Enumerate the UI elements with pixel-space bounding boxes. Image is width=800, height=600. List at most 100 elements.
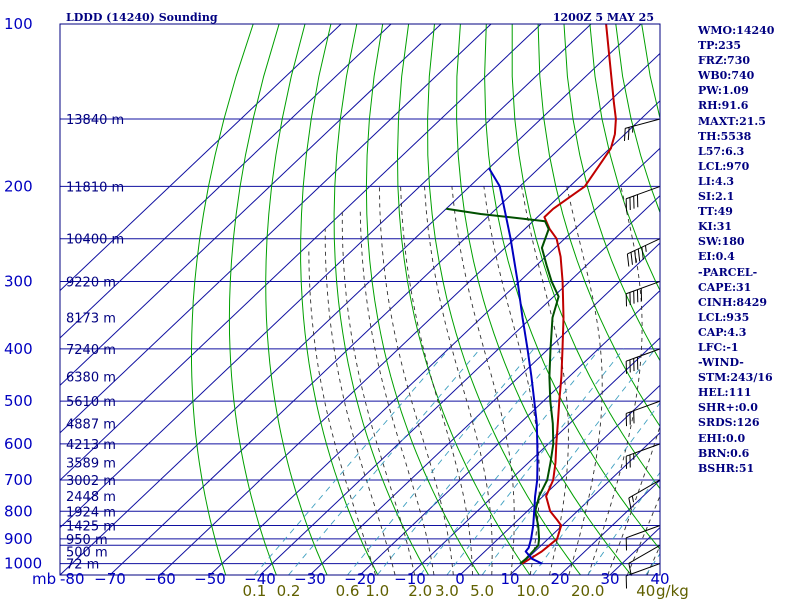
isotherm-0 xyxy=(459,384,660,575)
index-row: -WIND- xyxy=(698,356,744,370)
dry-adiabat xyxy=(589,24,660,292)
index-row: SRDS:126 xyxy=(698,416,760,430)
pressure-label-100: 100 xyxy=(4,15,33,33)
index-row: L57:6.3 xyxy=(698,144,745,158)
index-row: EI:0.4 xyxy=(698,250,735,264)
pressure-labels: 100 200 300 400 500 600 700 800 900 1000 xyxy=(4,15,42,573)
isotherm--70 xyxy=(109,52,660,575)
mixing-ratio-line xyxy=(376,348,562,575)
isotherm-20 xyxy=(559,479,660,575)
moist-adiabat xyxy=(308,247,376,575)
temp-tick-0: 0 xyxy=(455,570,465,588)
dry-adiabat xyxy=(427,24,581,575)
index-row: CAP:4.3 xyxy=(698,325,747,339)
wind-barb-150 xyxy=(623,118,661,141)
y-axis-label: mb xyxy=(32,570,56,588)
index-row: PW:1.09 xyxy=(698,84,749,98)
sounding-datetime: 1200Z 5 MAY 25 xyxy=(553,11,654,24)
index-row: EHI:0.0 xyxy=(698,431,746,445)
index-row: LFC:-1 xyxy=(698,340,739,354)
moist-adiabat xyxy=(324,229,396,575)
dry-adiabat xyxy=(484,24,660,550)
index-row: CAPE:31 xyxy=(698,280,752,294)
height-label: 72 m xyxy=(66,558,99,573)
temp-tick-30: 30 xyxy=(600,570,619,588)
mixing-ratio-labels: 0.1 0.2 0.6 1.0 2.0 3.0 5.0 10.0 20.0 40 xyxy=(242,582,655,600)
mixing-ratio-label: 0.6 xyxy=(336,582,360,600)
index-row: LI:4.3 xyxy=(698,174,735,188)
isotherm--10 xyxy=(409,337,660,575)
mixing-ratio-label: 3.0 xyxy=(435,582,459,600)
moist-adiabat xyxy=(566,186,603,575)
isotherm--30 xyxy=(309,242,660,575)
index-row: MAXT:21.5 xyxy=(698,114,766,128)
height-label: 5610 m xyxy=(66,395,116,410)
height-label: 2448 m xyxy=(66,490,116,505)
wind-barb-400 xyxy=(625,348,661,374)
pressure-label-300: 300 xyxy=(4,272,33,290)
dry-adiabat xyxy=(396,24,531,575)
wind-barbs xyxy=(623,118,661,589)
wind-barb-600 xyxy=(625,443,661,469)
index-row: TP:235 xyxy=(698,39,742,53)
moist-adiabat xyxy=(646,544,660,575)
height-label: 1924 m xyxy=(66,505,116,520)
isotherm--100 xyxy=(60,24,542,481)
height-label: 10400 m xyxy=(66,233,124,248)
index-row: RH:91.6 xyxy=(698,99,749,113)
index-row: LCL:935 xyxy=(698,310,750,324)
mixing-ratio-label: 0.2 xyxy=(277,582,301,600)
pressure-label-500: 500 xyxy=(4,392,33,410)
index-row: WB0:740 xyxy=(698,69,755,83)
mixing-ratio-line xyxy=(419,348,600,575)
mixing-ratio-label: 40 xyxy=(636,582,655,600)
index-row: CINH:8429 xyxy=(698,295,768,309)
profile-lines xyxy=(446,24,617,565)
mixing-ratio-label: 1.0 xyxy=(365,582,389,600)
isotherm--50 xyxy=(209,147,660,575)
temp-tick--80: -80 xyxy=(60,570,85,588)
isotherm-10 xyxy=(509,432,660,575)
temp-tick--50: −50 xyxy=(194,570,226,588)
parcel-profile xyxy=(488,167,543,565)
pressure-label-600: 600 xyxy=(4,435,33,453)
isotherm--20 xyxy=(359,289,660,575)
dewpoint-profile xyxy=(446,207,560,565)
temperature-tick-labels: -80 −70 −60 −50 −40 −30 −20 −10 0 10 20 30 40 xyxy=(60,570,670,588)
dry-adiabat xyxy=(228,24,280,575)
height-label: 3002 m xyxy=(66,474,116,489)
pressure-label-700: 700 xyxy=(4,471,33,489)
isotherm--40 xyxy=(259,195,660,575)
indices-panel: WMO:14240 TP:235 FRZ:730 WB0:740 PW:1.09 RH:9… xyxy=(698,23,800,476)
height-label: 950 m xyxy=(66,533,108,548)
wind-barb-1000 xyxy=(625,563,661,589)
height-label: 4887 m xyxy=(66,418,116,433)
isotherm--80 xyxy=(60,24,642,575)
index-row: TT:49 xyxy=(698,205,733,219)
moist-adiabat xyxy=(483,186,540,575)
height-label: 8173 m xyxy=(66,312,116,327)
height-label: 3589 m xyxy=(66,457,116,472)
mixing-ratio-label: 0.1 xyxy=(242,582,266,600)
mixing-ratio-line xyxy=(481,348,656,575)
station-title: LDDD (14240) Sounding xyxy=(66,11,218,24)
wind-barb-250 xyxy=(626,238,661,267)
index-row: SHR+:0.0 xyxy=(698,401,758,415)
temperature-profile xyxy=(521,24,617,565)
index-row: SW:180 xyxy=(698,235,745,249)
dry-adiabat xyxy=(537,24,660,428)
moist-adiabat xyxy=(521,186,569,575)
moist-adiabat xyxy=(424,186,493,575)
mixing-ratio-lines xyxy=(254,348,660,575)
moist-adiabat xyxy=(378,186,454,575)
temp-tick--40: −40 xyxy=(244,570,276,588)
dry-adiabat xyxy=(563,24,660,362)
mixing-ratio-label: 2.0 xyxy=(408,582,432,600)
wind-barb-500 xyxy=(625,400,661,427)
index-row: KI:31 xyxy=(698,220,733,234)
isotherm--60 xyxy=(159,100,660,575)
mixing-ratio-label: 10.0 xyxy=(516,582,549,600)
dry-adiabat xyxy=(191,24,254,575)
mixing-ratio-line xyxy=(254,348,450,575)
